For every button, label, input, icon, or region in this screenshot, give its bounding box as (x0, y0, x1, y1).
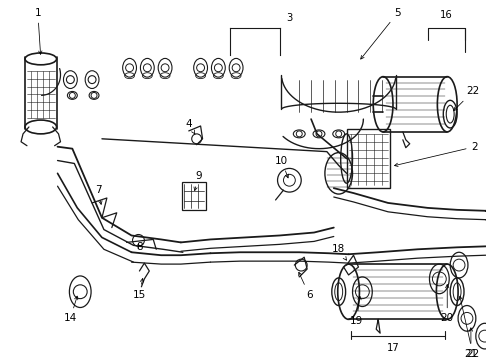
Text: 4: 4 (185, 119, 195, 134)
Text: 18: 18 (331, 244, 346, 260)
Text: 17: 17 (386, 343, 399, 353)
Text: 7: 7 (95, 185, 102, 204)
Text: 9: 9 (194, 171, 202, 190)
Text: 22: 22 (453, 86, 479, 111)
Text: 19: 19 (349, 296, 363, 326)
Text: 11: 11 (0, 359, 1, 360)
Text: 8: 8 (136, 242, 142, 252)
Text: 14: 14 (63, 296, 78, 323)
Text: 15: 15 (133, 279, 146, 300)
Bar (182, 182, 205, 210)
Text: 1: 1 (35, 8, 42, 54)
Text: 10: 10 (274, 156, 288, 178)
Text: 3: 3 (285, 13, 292, 23)
Text: 6: 6 (298, 272, 312, 300)
Text: 16: 16 (439, 9, 452, 19)
Text: 22: 22 (458, 296, 479, 359)
Text: 12: 12 (0, 359, 1, 360)
Bar (346, 129, 389, 188)
Text: 5: 5 (360, 8, 400, 59)
Text: 13: 13 (0, 359, 1, 360)
Text: 21: 21 (463, 328, 477, 359)
Text: 20: 20 (440, 284, 453, 323)
Text: 2: 2 (394, 142, 477, 166)
